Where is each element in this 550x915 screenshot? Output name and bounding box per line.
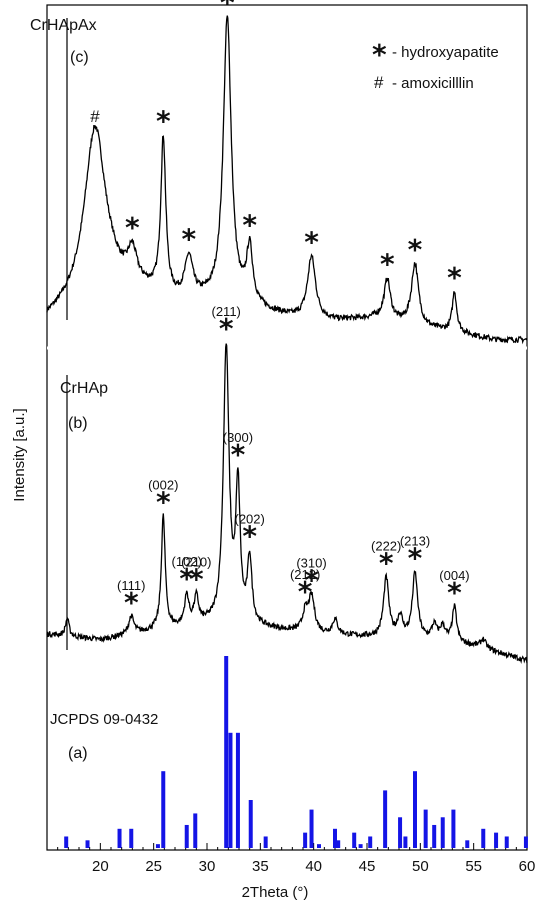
hkl-label-b-3: (102) <box>172 554 202 569</box>
reference-bar-21 <box>383 790 388 848</box>
reference-bar-5 <box>161 771 166 848</box>
reference-bar-7 <box>193 813 198 848</box>
plot-frame <box>46 4 528 851</box>
x-tick-label-0: 20 <box>92 858 109 875</box>
reference-bar-30 <box>481 828 486 848</box>
panel-c-name: CrHApAx <box>30 17 97 34</box>
reference-bar-12 <box>263 836 268 848</box>
x-tick-label-8: 60 <box>519 858 536 875</box>
peak-marker-b-5: * <box>219 312 234 345</box>
hkl-label-b-1: (111) <box>117 578 145 593</box>
peak-marker-b-9: * <box>304 563 319 596</box>
peak-marker-b-1: * <box>124 586 139 619</box>
reference-bar-23 <box>403 836 408 848</box>
reference-bar-17 <box>336 840 341 848</box>
peak-marker-b-3: * <box>179 562 194 595</box>
x-tick-label-6: 50 <box>412 858 429 875</box>
peak-marker-c-4: * <box>220 0 235 19</box>
peak-marker-b-11: * <box>379 546 394 579</box>
x-tick-label-7: 55 <box>465 858 482 875</box>
x-axis-title: 2Theta (°) <box>242 884 309 901</box>
pattern-traces <box>46 15 528 665</box>
x-tick-label-5: 45 <box>359 858 376 875</box>
panel-b-name: CrHAp <box>60 380 108 397</box>
peak-marker-c-3: * <box>182 222 197 255</box>
reference-bar-0 <box>64 836 69 848</box>
peak-marker-b-7: * <box>242 519 257 552</box>
peak-marker-c-1: * <box>125 211 140 244</box>
reference-bar-10 <box>235 732 240 848</box>
hkl-label-b-7: (202) <box>234 511 264 526</box>
hkl-label-b-6: (300) <box>223 430 253 445</box>
hkl-label-b-2: (002) <box>148 477 178 492</box>
peak-marker-c-6: * <box>304 226 319 259</box>
hkl-label-b-9: (310) <box>296 555 326 570</box>
peak-markers: #******* ***(111)*(002)*(102)*(210)*(211)… <box>90 0 469 619</box>
reference-bar-20 <box>368 836 373 848</box>
hkl-label-b-16: (004) <box>439 568 469 583</box>
peak-marker-c-9: * <box>447 261 462 294</box>
reference-bar-15 <box>317 844 321 848</box>
legend-label-hydroxyapatite: - hydroxyapatite <box>392 44 499 61</box>
trace-CrHAp <box>46 343 528 665</box>
reference-bar-3 <box>129 828 134 848</box>
reference-bar-27 <box>440 817 445 848</box>
reference-bar-14 <box>309 809 314 848</box>
peak-marker-b-13: * <box>408 542 423 575</box>
trace-CrHApAx <box>46 15 528 345</box>
legend-symbol-hydroxyapatite: * <box>372 38 387 71</box>
reference-bar-1 <box>85 840 90 848</box>
hkl-label-b-8: (212) <box>290 567 320 582</box>
hkl-label-b-5: (211) <box>212 304 241 319</box>
hkl-label-b-4: (210) <box>181 554 211 569</box>
peak-marker-c-2: * <box>156 105 171 138</box>
panel-c-tag: (c) <box>70 49 89 66</box>
reference-bar-28 <box>451 809 456 848</box>
reference-bar-11 <box>248 800 253 848</box>
peak-marker-c-0: # <box>90 107 100 126</box>
x-tick-label-1: 25 <box>145 858 162 875</box>
peak-marker-b-4: * <box>189 562 204 595</box>
peak-marker-c-8: * <box>408 233 423 266</box>
peak-marker-b-6: * <box>231 438 246 471</box>
hkl-label-b-11: (222) <box>371 538 401 553</box>
peak-marker-b-16: * <box>447 576 462 609</box>
reference-tag: (a) <box>68 745 88 762</box>
reference-bar-22 <box>398 817 403 848</box>
reference-bar-33 <box>523 836 528 848</box>
reference-bar-13 <box>303 832 308 848</box>
reference-bar-2 <box>117 828 122 848</box>
y-axis-title: Intensity [a.u.] <box>11 408 28 501</box>
peak-marker-c-5: * <box>242 209 257 242</box>
hkl-label-b-13: (213) <box>400 534 430 549</box>
reference-bar-8 <box>224 656 229 848</box>
reference-bar-25 <box>423 809 428 848</box>
reference-bar-16 <box>333 828 337 848</box>
x-tick-label-2: 30 <box>199 858 216 875</box>
reference-bar-6 <box>184 824 189 848</box>
legend-label-amoxicillin: - amoxicilllin <box>392 75 474 92</box>
legend: * - hydroxyapatite # - amoxicilllin <box>372 38 499 92</box>
reference-bar-26 <box>432 824 437 848</box>
x-tick-label-4: 40 <box>305 858 322 875</box>
peak-marker-b-8: * <box>298 575 313 608</box>
reference-bar-32 <box>504 836 509 848</box>
peak-marker-b-2: * <box>156 485 171 518</box>
x-axis-ticks: 20 25 30 35 40 45 50 55 60 <box>57 843 536 875</box>
reference-name: JCPDS 09-0432 <box>50 711 158 728</box>
reference-bar-4 <box>155 844 160 848</box>
axes <box>46 4 528 851</box>
panel-b-tag: (b) <box>68 415 88 432</box>
reference-bar-29 <box>465 840 470 848</box>
reference-bar-9 <box>228 732 233 848</box>
reference-bars <box>64 656 528 848</box>
reference-bar-24 <box>413 771 417 848</box>
reference-bar-18 <box>352 832 357 848</box>
reference-bar-19 <box>358 844 363 848</box>
reference-bar-31 <box>494 832 499 848</box>
x-tick-label-3: 35 <box>252 858 269 875</box>
legend-symbol-amoxicillin: # <box>374 73 384 92</box>
peak-marker-c-7: * <box>380 248 395 281</box>
